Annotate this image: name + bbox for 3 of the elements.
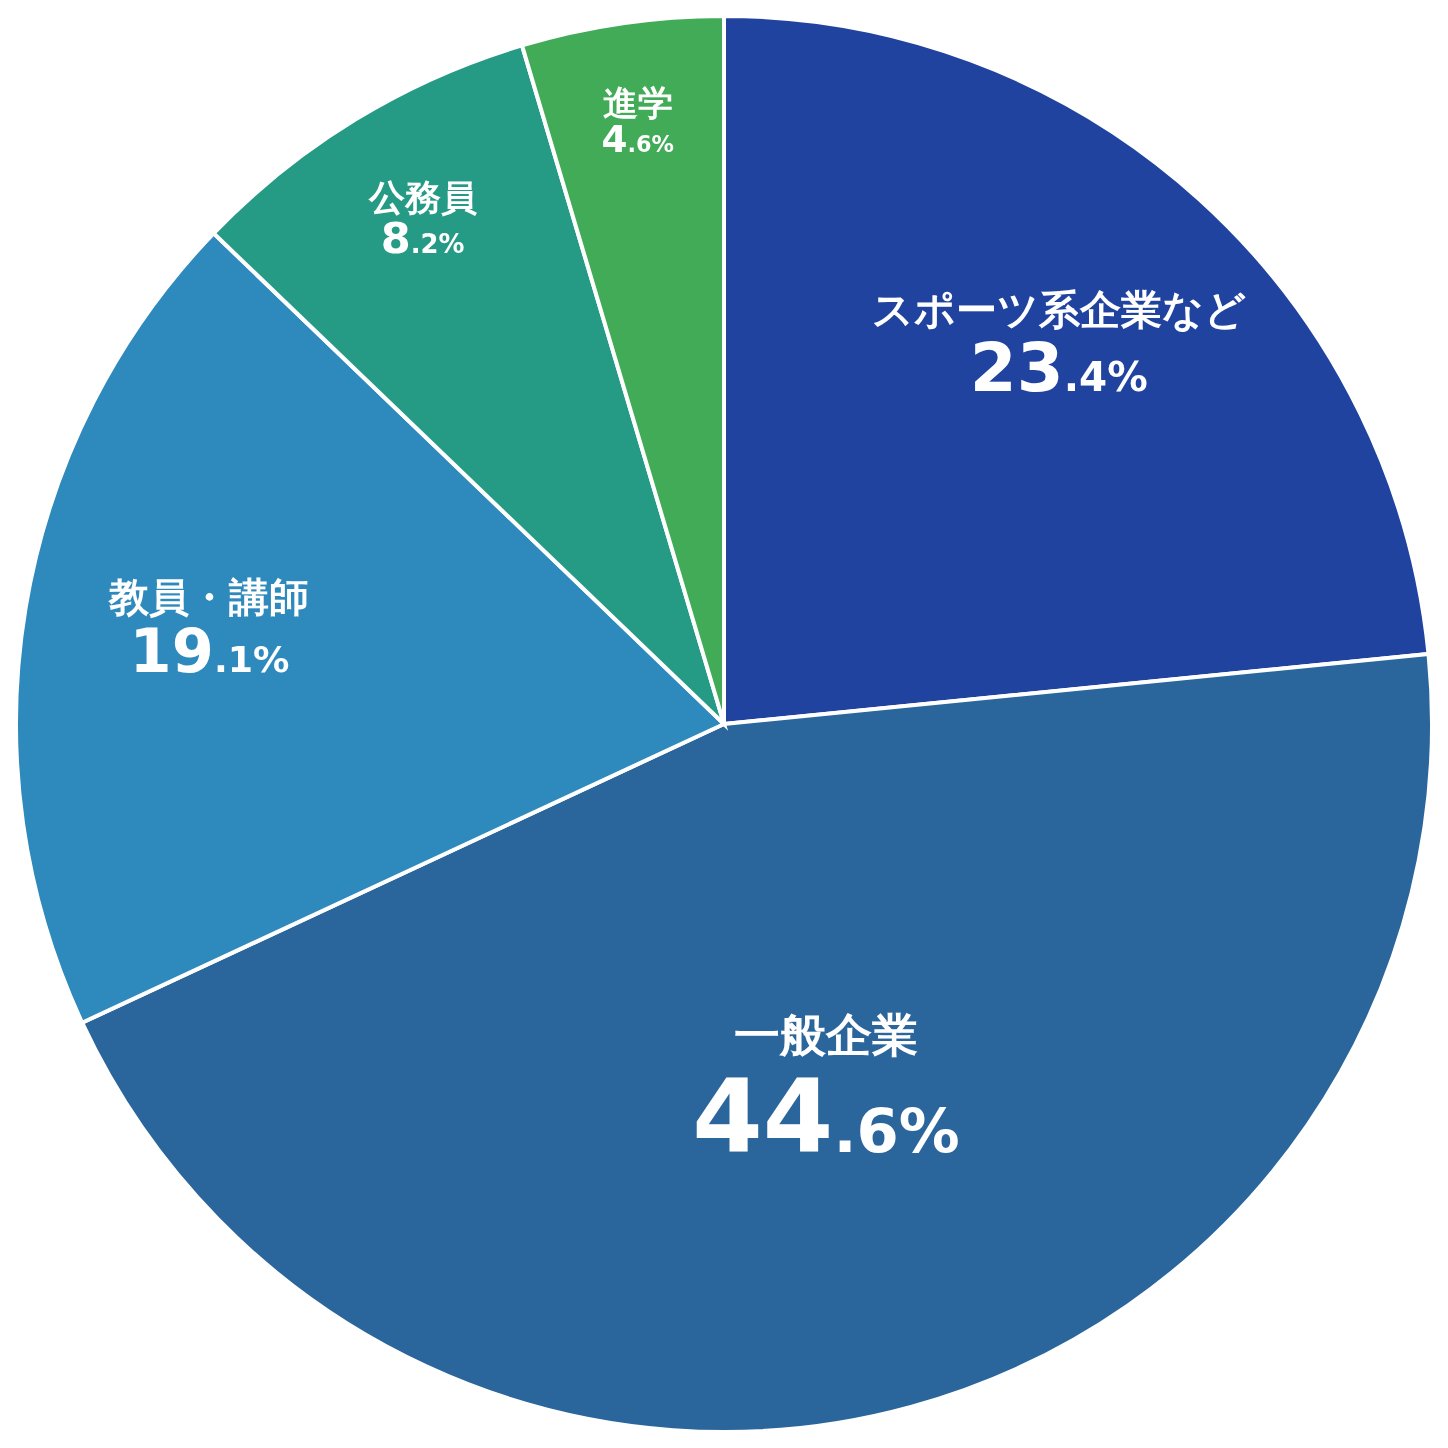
- slice-label: 一般企業: [734, 1008, 919, 1061]
- data-label: 44.6%: [692, 1058, 960, 1177]
- slice-label: スポーツ系企業など: [871, 286, 1246, 333]
